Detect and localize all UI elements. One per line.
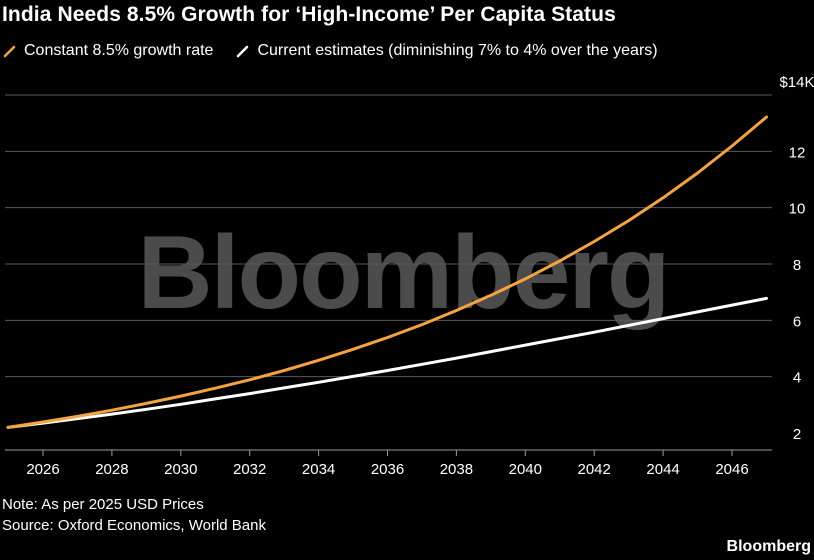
chart-note: Note: As per 2025 USD Prices bbox=[2, 496, 204, 513]
bloomberg-watermark: Bloomberg bbox=[138, 215, 669, 331]
x-tick-label-2034: 2034 bbox=[302, 461, 335, 478]
x-tick-label-2036: 2036 bbox=[371, 461, 404, 478]
x-tick-label-2030: 2030 bbox=[164, 461, 197, 478]
legend-item-constant-growth: Constant 8.5% growth rate bbox=[2, 42, 213, 60]
y-tick-label-2: 2 bbox=[793, 426, 801, 443]
legend-swatch-current-estimates-line bbox=[237, 45, 249, 58]
x-tick-label-2040: 2040 bbox=[509, 461, 542, 478]
legend-label-constant-growth: Constant 8.5% growth rate bbox=[24, 42, 214, 59]
chart-title: India Needs 8.5% Growth for ‘High-Income… bbox=[2, 3, 616, 26]
x-tick-label-2038: 2038 bbox=[440, 461, 473, 478]
chart-source: Source: Oxford Economics, World Bank bbox=[2, 517, 266, 534]
legend-swatch-current-estimates bbox=[237, 45, 249, 58]
y-tick-label-10: 10 bbox=[789, 201, 806, 218]
y-tick-label-14: $14K bbox=[779, 74, 814, 91]
series-line-current-estimates bbox=[6, 296, 768, 429]
legend-swatch-constant-growth bbox=[3, 45, 16, 58]
x-tick-label-2032: 2032 bbox=[233, 461, 266, 478]
x-tick-label-2028: 2028 bbox=[95, 461, 128, 478]
legend-swatch-constant-growth-line bbox=[3, 45, 16, 58]
y-tick-label-4: 4 bbox=[793, 370, 801, 387]
legend-item-current-estimates: Current estimates (diminishing 7% to 4% … bbox=[235, 42, 658, 60]
chart-legend: Constant 8.5% growth rate Current estima… bbox=[2, 40, 680, 62]
y-tick-label-6: 6 bbox=[793, 313, 801, 330]
y-tick-label-8: 8 bbox=[793, 257, 801, 274]
x-tick-label-2046: 2046 bbox=[715, 461, 748, 478]
bloomberg-logo: Bloomberg bbox=[726, 538, 811, 555]
x-tick-label-2044: 2044 bbox=[646, 461, 679, 478]
legend-label-current-estimates: Current estimates (diminishing 7% to 4% … bbox=[257, 42, 658, 59]
x-tick-label-2026: 2026 bbox=[26, 461, 59, 478]
y-tick-label-12: 12 bbox=[789, 144, 806, 161]
x-tick-label-2042: 2042 bbox=[578, 461, 611, 478]
series-line-constant-growth bbox=[6, 115, 768, 429]
